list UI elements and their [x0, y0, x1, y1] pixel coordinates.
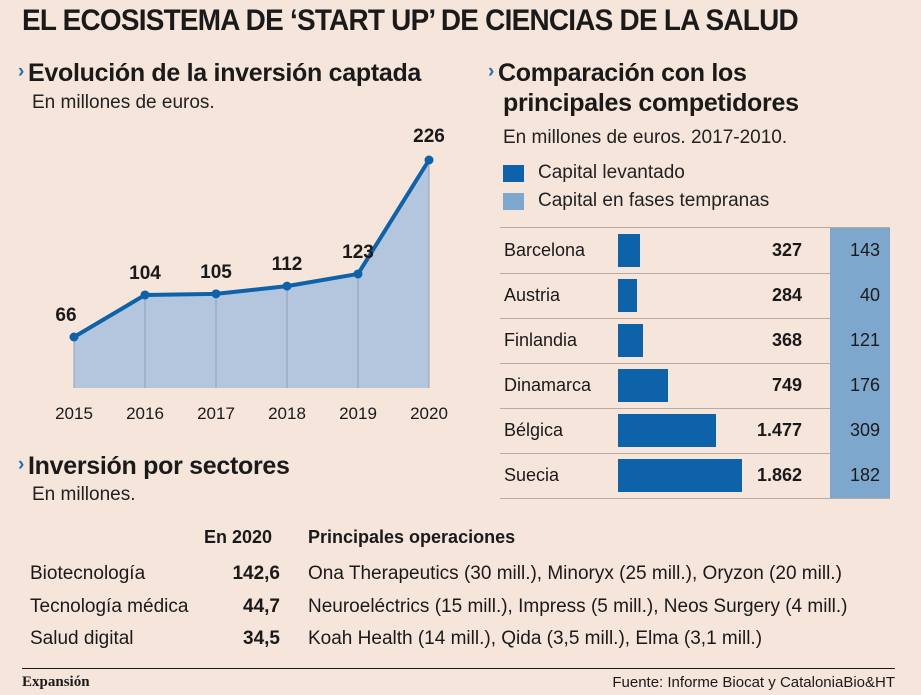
legend-swatch: [503, 192, 524, 210]
sector-operations: Koah Health (14 mill.), Qida (3,5 mill.)…: [308, 628, 763, 649]
comparacion-title-line1: Comparación con los: [498, 59, 747, 87]
source-note: Fuente: Informe Biocat y CataloniaBio&HT: [612, 674, 895, 691]
capital-levantado-bar: [618, 324, 643, 357]
capital-fases-tempranas-value: 176: [849, 375, 880, 395]
comparacion-chart: Barcelona 327 143 Austria 284 40 Finlandia 368 1…: [500, 227, 890, 499]
sectores-title-text: Inversión por sectores: [28, 452, 290, 480]
chevron-right-icon: ›: [488, 61, 495, 82]
capital-levantado-bar: [618, 414, 717, 447]
capital-levantado-value: 327: [771, 240, 802, 260]
data-label: 112: [272, 254, 303, 275]
capital-fases-tempranas-cell: 40: [830, 273, 890, 318]
capital-levantado-value: 1.477: [756, 420, 802, 440]
sector-name: Salud digital: [30, 628, 134, 649]
table-row: Barcelona 327 143: [500, 228, 890, 274]
capital-fases-tempranas-cell: 182: [830, 453, 890, 498]
capital-fases-tempranas-value: 182: [849, 465, 880, 485]
sector-name: Biotecnología: [30, 563, 146, 584]
sector-value: 34,5: [243, 628, 280, 649]
data-point: [211, 289, 221, 299]
capital-levantado-value: 749: [771, 375, 802, 395]
chevron-right-icon: ›: [18, 61, 25, 82]
data-point: [140, 290, 150, 300]
capital-fases-tempranas-cell: 309: [830, 408, 890, 453]
sectores-subtitle: En millones.: [32, 484, 136, 505]
capital-levantado-value: 368: [771, 330, 802, 350]
data-label: 226: [413, 126, 445, 147]
capital-fases-tempranas-value: 309: [849, 420, 880, 440]
data-label: 105: [200, 262, 232, 283]
capital-levantado-bar: [618, 279, 637, 312]
x-tick-label: 2017: [197, 404, 235, 423]
legend-swatch: [503, 164, 524, 182]
capital-fases-tempranas-value: 121: [849, 330, 880, 350]
country-label: Barcelona: [504, 240, 586, 260]
sector-value: 142,6: [232, 563, 280, 584]
sector-name: Tecnología médica: [30, 596, 189, 617]
capital-fases-tempranas-value: 143: [849, 240, 880, 260]
data-point: [282, 281, 292, 291]
capital-fases-tempranas-cell: 121: [830, 318, 890, 363]
data-label: 66: [55, 305, 76, 326]
x-tick-label: 2018: [268, 404, 306, 423]
data-label: 104: [129, 263, 161, 284]
x-tick-label: 2016: [126, 404, 164, 423]
x-tick-label: 2020: [410, 404, 448, 423]
sectores-col-operaciones: Principales operaciones: [308, 527, 516, 547]
sector-operations: Ona Therapeutics (30 mill.), Minoryx (25…: [308, 563, 842, 584]
legend-item-capital-levantado: Capital levantado: [503, 160, 769, 186]
chevron-right-icon: ›: [18, 454, 25, 475]
country-label: Austria: [504, 285, 561, 305]
comparacion-subtitle: En millones de euros. 2017-2010.: [503, 127, 788, 148]
legend-label: Capital levantado: [538, 162, 685, 183]
table-row: Dinamarca 749 176: [500, 363, 890, 409]
evolucion-title: › Evolución de la inversión captada: [18, 60, 421, 89]
series-line: [72, 158, 431, 339]
table-row: Austria 284 40: [500, 273, 890, 319]
country-label: Dinamarca: [504, 375, 592, 395]
data-point: [69, 332, 79, 342]
comparacion-title-line2: principales competidores: [503, 89, 799, 117]
table-row: Suecia 1.862 182: [500, 453, 890, 499]
capital-levantado-value: 284: [771, 285, 802, 305]
evolucion-subtitle: En millones de euros.: [32, 92, 215, 113]
country-label: Suecia: [504, 465, 560, 485]
sectores-col-2020: En 2020: [204, 527, 273, 547]
capital-levantado-value: 1.862: [756, 465, 802, 485]
capital-levantado-bar: [618, 459, 742, 492]
capital-fases-tempranas-cell: 143: [830, 228, 890, 273]
capital-fases-tempranas-cell: 176: [830, 363, 890, 408]
data-point: [424, 155, 434, 165]
brand-logo: Expansión: [22, 674, 90, 690]
capital-levantado-bar: [618, 234, 640, 267]
legend-item-capital-fases-tempranas: Capital en fases tempranas: [503, 186, 769, 216]
footer-divider: [22, 668, 895, 669]
data-label: 123: [342, 242, 374, 263]
comparacion-title: › Comparación con los: [488, 60, 747, 89]
country-label: Bélgica: [504, 420, 564, 440]
data-point: [353, 269, 363, 279]
sectores-title: › Inversión por sectores: [18, 453, 290, 482]
evolucion-title-text: Evolución de la inversión captada: [28, 59, 422, 87]
sector-value: 44,7: [243, 596, 280, 617]
table-row: Bélgica 1.477 309: [500, 408, 890, 454]
x-tick-label: 2015: [55, 404, 93, 423]
comparacion-legend: Capital levantado Capital en fases tempr…: [503, 160, 769, 216]
capital-fases-tempranas-value: 40: [859, 285, 880, 305]
area-fill: [74, 160, 429, 388]
country-label: Finlandia: [504, 330, 578, 350]
table-row: Finlandia 368 121: [500, 318, 890, 364]
legend-label: Capital en fases tempranas: [538, 190, 770, 211]
capital-levantado-bar: [618, 369, 668, 402]
x-tick-label: 2019: [339, 404, 377, 423]
main-title: EL ECOSISTEMA DE ‘START UP’ DE CIENCIAS …: [22, 4, 799, 37]
sector-operations: Neuroeléctrics (15 mill.), Impress (5 mi…: [308, 596, 848, 617]
evolucion-chart: 66 2015 104 2016 105 2017 112 2018 123 2019 226 202…: [55, 126, 448, 423]
